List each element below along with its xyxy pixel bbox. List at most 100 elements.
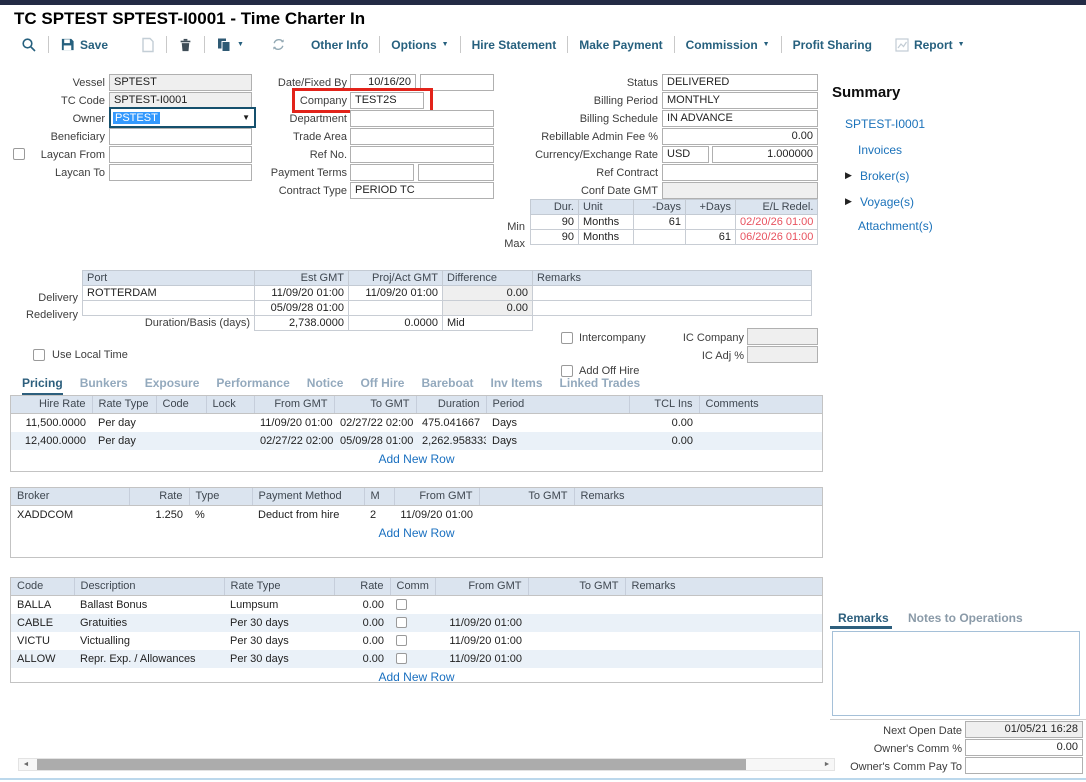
- comm-checkbox[interactable]: [396, 599, 407, 611]
- tab-pricing[interactable]: Pricing: [22, 376, 63, 396]
- tab-inv-items[interactable]: Inv Items: [490, 376, 543, 390]
- scroll-left-arrow[interactable]: ◄: [22, 761, 30, 768]
- tab-exposure[interactable]: Exposure: [144, 376, 200, 390]
- ref-contract-field[interactable]: [662, 164, 818, 181]
- trade-area-field[interactable]: [350, 128, 494, 145]
- tab-notice[interactable]: Notice: [306, 376, 344, 390]
- company-field[interactable]: TEST2S: [350, 92, 424, 109]
- comm-checkbox[interactable]: [396, 617, 407, 629]
- rate-cell[interactable]: 0.00: [334, 613, 390, 632]
- owners-comm-pay-to-field[interactable]: [965, 757, 1083, 774]
- description-cell[interactable]: Gratuities: [74, 613, 224, 632]
- ref-no-field[interactable]: [350, 146, 494, 163]
- comments-cell[interactable]: [699, 413, 822, 432]
- rate-cell[interactable]: 0.00: [362, 598, 384, 611]
- duration-cell[interactable]: 475.041667: [422, 416, 481, 429]
- status-field[interactable]: DELIVERED: [662, 74, 818, 91]
- from-gmt-cell[interactable]: 02/27/22 02:00: [254, 431, 334, 450]
- period-cell[interactable]: Days: [492, 416, 518, 429]
- redelivery-est-gmt-cell[interactable]: 05/09/28 01:00: [254, 300, 349, 316]
- description-cell[interactable]: Ballast Bonus: [80, 598, 148, 611]
- tab-bareboat[interactable]: Bareboat: [421, 376, 474, 390]
- remarks-cell[interactable]: [625, 595, 822, 614]
- duration-basis-cell[interactable]: Mid: [442, 315, 533, 331]
- tab-off-hire[interactable]: Off Hire: [360, 376, 405, 390]
- duration-cell[interactable]: 2,262.958333: [416, 431, 486, 450]
- delivery-proj-act-cell[interactable]: 11/09/20 01:00: [348, 285, 443, 301]
- use-local-time-checkbox[interactable]: [33, 349, 45, 361]
- rate-type-cell[interactable]: Per 30 days: [224, 613, 334, 632]
- code-cell[interactable]: VICTU: [17, 634, 50, 647]
- tab-performance[interactable]: Performance: [216, 376, 290, 390]
- laycan-to-field[interactable]: [109, 164, 252, 181]
- rate-cell[interactable]: 0.00: [334, 649, 390, 668]
- copy-button[interactable]: ▼: [216, 37, 244, 53]
- sidebar-item-invoices[interactable]: Invoices: [858, 143, 903, 157]
- from-gmt-cell[interactable]: 11/09/20 01:00: [435, 613, 528, 632]
- remarks-cell[interactable]: [625, 613, 822, 632]
- save-button[interactable]: Save: [60, 37, 108, 52]
- rate-cell[interactable]: 1.250: [155, 508, 183, 521]
- sidebar-item-contract[interactable]: SPTEST-I0001: [845, 117, 926, 131]
- redelivery-proj-act-cell[interactable]: [348, 300, 443, 316]
- other-info-button[interactable]: Other Info: [311, 38, 368, 52]
- department-field[interactable]: [350, 110, 494, 127]
- contract-type-field[interactable]: PERIOD TC: [350, 182, 494, 199]
- search-button[interactable]: [21, 37, 37, 53]
- owner-combobox[interactable]: PSTEST ▼: [109, 107, 256, 128]
- min-dur-cell[interactable]: 90: [530, 214, 579, 230]
- tcl-ins-cell[interactable]: 0.00: [629, 431, 699, 450]
- to-gmt-cell[interactable]: [528, 649, 625, 668]
- tab-bunkers[interactable]: Bunkers: [79, 376, 128, 390]
- refresh-button[interactable]: [271, 37, 286, 52]
- laycan-checkbox[interactable]: [13, 148, 25, 160]
- from-gmt-cell[interactable]: 11/09/20 01:00: [435, 649, 528, 668]
- sidebar-item-voyages[interactable]: Voyage(s): [860, 195, 915, 209]
- add-off-hire-checkbox[interactable]: [561, 365, 573, 377]
- code-cell[interactable]: [156, 413, 206, 432]
- comm-checkbox[interactable]: [396, 635, 407, 647]
- from-gmt-cell[interactable]: 11/09/20 01:00: [449, 634, 522, 647]
- add-new-row-link[interactable]: Add New Row: [378, 669, 455, 684]
- rate-type-cell[interactable]: Per day: [92, 431, 156, 450]
- code-cell[interactable]: ALLOW: [11, 649, 74, 668]
- duration-proj-cell[interactable]: 0.0000: [348, 315, 443, 331]
- code-cell[interactable]: CABLE: [11, 613, 74, 632]
- comments-cell[interactable]: [699, 431, 822, 450]
- comm-checkbox[interactable]: [396, 653, 407, 665]
- remarks-cell[interactable]: [625, 632, 822, 650]
- code-cell[interactable]: [156, 431, 206, 450]
- remarks-cell[interactable]: [574, 505, 822, 524]
- to-gmt-cell[interactable]: [479, 505, 574, 524]
- min-el-redel-cell[interactable]: 02/20/26 01:00: [734, 214, 819, 230]
- description-cell[interactable]: Repr. Exp. / Allowances: [74, 649, 224, 668]
- to-gmt-cell[interactable]: [528, 632, 625, 650]
- min-unit-cell[interactable]: Months: [578, 214, 634, 230]
- to-gmt-cell[interactable]: 05/09/28 01:00: [334, 431, 416, 450]
- to-gmt-cell[interactable]: [528, 595, 625, 614]
- code-cell[interactable]: BALLA: [17, 598, 52, 611]
- rate-type-cell[interactable]: Per 30 days: [230, 634, 289, 647]
- triangle-right-icon[interactable]: ▶: [845, 170, 852, 180]
- new-document-button[interactable]: [141, 37, 155, 53]
- fixed-date-field[interactable]: 10/16/20: [350, 74, 416, 91]
- duration-days-cell[interactable]: 2,738.0000: [254, 315, 349, 331]
- delivery-remarks-cell[interactable]: [532, 285, 812, 301]
- min-plus-days-cell[interactable]: [685, 214, 736, 230]
- description-cell[interactable]: Victualling: [80, 634, 130, 647]
- max-minus-days-cell[interactable]: [633, 229, 686, 245]
- payment-terms-code-field[interactable]: [350, 164, 414, 181]
- max-el-redel-cell[interactable]: 06/20/26 01:00: [734, 229, 819, 245]
- rate-type-cell[interactable]: Per day: [98, 416, 136, 429]
- to-gmt-cell[interactable]: 02/27/22 02:00: [340, 416, 414, 429]
- tab-remarks[interactable]: Remarks: [838, 611, 889, 625]
- horizontal-scrollbar[interactable]: ◄ ►: [18, 758, 835, 771]
- lock-cell[interactable]: [206, 431, 254, 450]
- rate-type-cell[interactable]: Lumpsum: [230, 598, 279, 611]
- tab-notes-to-operations[interactable]: Notes to Operations: [908, 611, 1023, 625]
- beneficiary-field[interactable]: [109, 128, 252, 145]
- report-button[interactable]: Report ▼: [895, 38, 965, 52]
- hire-statement-button[interactable]: Hire Statement: [472, 38, 557, 52]
- laycan-from-field[interactable]: [109, 146, 252, 163]
- type-cell[interactable]: %: [195, 508, 205, 521]
